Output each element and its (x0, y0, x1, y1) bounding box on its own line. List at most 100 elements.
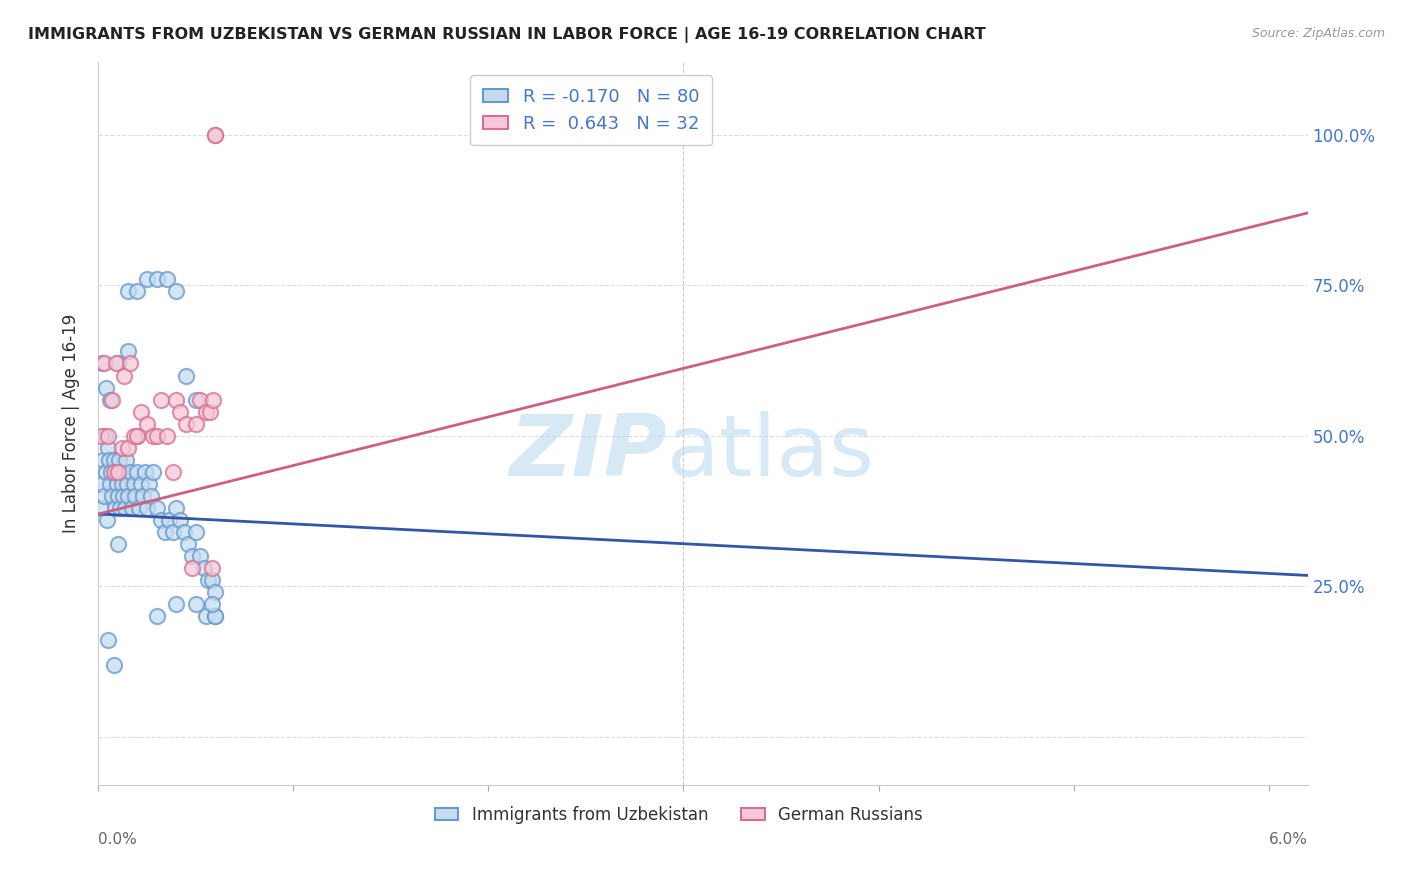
Point (101, 392, 124, 407)
Point (118, 356, 141, 371)
Point (197, 573, 219, 587)
Point (202, 392, 225, 407)
Point (90, 428, 112, 442)
Point (136, 417, 159, 431)
Point (122, 476, 145, 491)
Text: ZIP: ZIP (509, 411, 666, 494)
Point (93, 489, 115, 503)
Text: IMMIGRANTS FROM UZBEKISTAN VS GERMAN RUSSIAN IN LABOR FORCE | AGE 16-19 CORRELAT: IMMIGRANTS FROM UZBEKISTAN VS GERMAN RUS… (28, 27, 986, 43)
Text: 0.0%: 0.0% (98, 832, 138, 847)
Point (174, 417, 197, 431)
Point (204, 585, 226, 599)
Point (110, 465, 132, 479)
Point (97, 428, 120, 442)
Point (117, 489, 139, 503)
Point (146, 501, 169, 516)
Point (96, 465, 118, 479)
Point (165, 598, 187, 612)
Point (124, 489, 146, 503)
Point (132, 489, 155, 503)
Point (138, 476, 160, 491)
Point (149, 392, 172, 407)
Point (146, 428, 169, 442)
Point (127, 428, 149, 442)
Point (136, 272, 159, 286)
Point (162, 465, 184, 479)
Point (127, 428, 149, 442)
Point (204, 609, 226, 624)
Point (111, 476, 134, 491)
Point (139, 489, 162, 503)
Point (90, 501, 112, 516)
Point (184, 524, 207, 539)
Point (204, 128, 226, 142)
Point (131, 476, 153, 491)
Point (173, 524, 195, 539)
Text: 6.0%: 6.0% (1268, 832, 1308, 847)
Point (194, 609, 217, 624)
Point (104, 356, 127, 371)
Point (97, 633, 120, 648)
Point (94, 428, 117, 442)
Point (108, 501, 131, 516)
Point (188, 549, 211, 564)
Point (118, 465, 141, 479)
Point (127, 465, 149, 479)
Point (200, 573, 222, 587)
Point (101, 489, 124, 503)
Point (169, 405, 191, 419)
Point (169, 513, 191, 527)
Point (107, 356, 129, 371)
Point (194, 405, 217, 419)
Point (204, 128, 226, 142)
Y-axis label: In Labor Force | Age 16-19: In Labor Force | Age 16-19 (62, 314, 80, 533)
Point (107, 489, 129, 503)
Point (184, 598, 207, 612)
Point (104, 501, 127, 516)
Point (136, 501, 159, 516)
Point (117, 284, 139, 298)
Point (107, 537, 129, 551)
Point (114, 501, 136, 516)
Point (200, 561, 222, 575)
Point (131, 405, 153, 419)
Point (153, 524, 176, 539)
Point (112, 368, 135, 383)
Point (114, 453, 136, 467)
Point (93, 356, 115, 371)
Point (115, 476, 138, 491)
Legend: Immigrants from Uzbekistan, German Russians: Immigrants from Uzbekistan, German Russi… (429, 799, 929, 830)
Point (117, 441, 139, 455)
Point (156, 272, 179, 286)
Point (157, 513, 180, 527)
Point (193, 561, 215, 575)
Point (97, 441, 120, 455)
Text: atlas: atlas (666, 411, 875, 494)
Point (98, 453, 121, 467)
Point (165, 501, 187, 516)
Point (156, 428, 179, 442)
Point (149, 513, 172, 527)
Point (91, 453, 114, 467)
Point (162, 524, 184, 539)
Point (91, 356, 114, 371)
Point (111, 441, 134, 455)
Point (107, 465, 129, 479)
Point (198, 405, 221, 419)
Point (103, 465, 125, 479)
Point (117, 344, 139, 359)
Point (177, 537, 200, 551)
Text: Source: ZipAtlas.com: Source: ZipAtlas.com (1251, 27, 1385, 40)
Point (104, 465, 127, 479)
Point (98, 476, 121, 491)
Point (146, 272, 169, 286)
Point (127, 284, 149, 298)
Point (96, 381, 118, 395)
Point (128, 501, 150, 516)
Point (181, 549, 204, 564)
Point (108, 453, 131, 467)
Point (188, 392, 211, 407)
Point (91, 476, 114, 491)
Point (181, 561, 204, 575)
Point (184, 392, 207, 407)
